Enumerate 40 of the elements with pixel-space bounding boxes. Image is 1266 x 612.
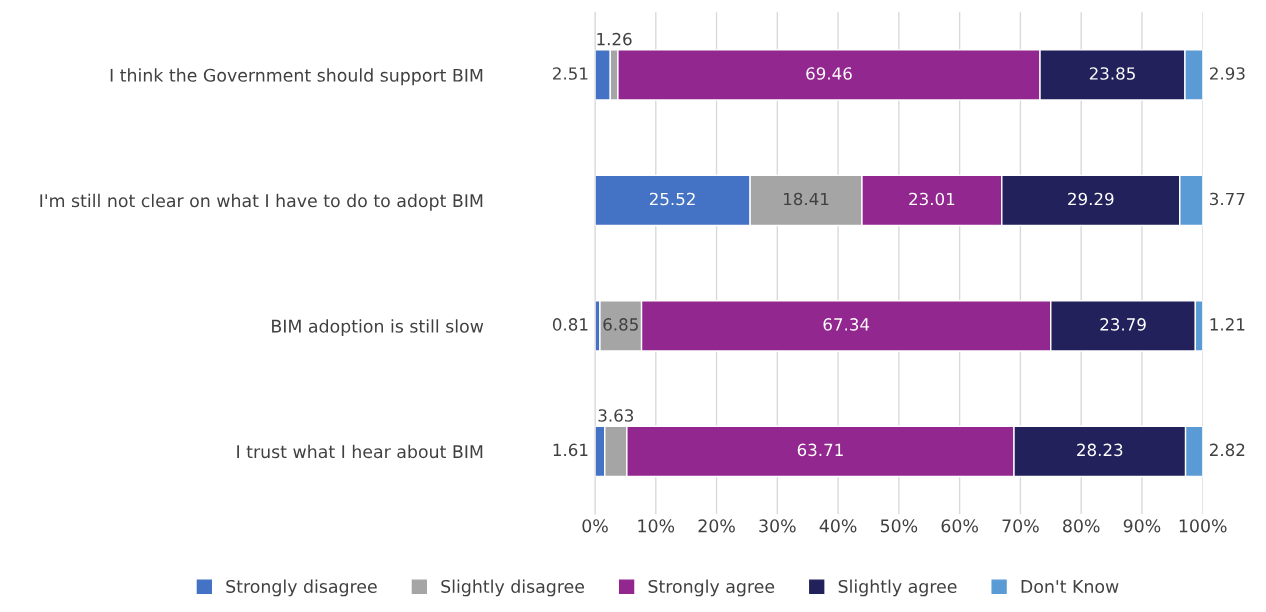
data-label: 3.77	[1210, 192, 1245, 206]
x-tick-label: 80%	[1063, 519, 1100, 533]
legend-label: Strongly agree	[648, 579, 775, 597]
data-label: 29.29	[1068, 192, 1114, 206]
x-tick-label: 0%	[582, 519, 608, 533]
x-tick-label: 100%	[1179, 519, 1227, 533]
data-label: 1.61	[553, 443, 588, 457]
x-tick-label: 70%	[1002, 519, 1039, 533]
data-label: 28.23	[1077, 443, 1123, 457]
x-tick-label: 10%	[638, 519, 675, 533]
y-tick-label: I think the Government should support BIM	[110, 68, 483, 86]
data-label: 3.63	[598, 409, 634, 422]
data-label: 2.82	[1210, 443, 1245, 457]
legend-label: Slightly disagree	[441, 579, 585, 597]
data-label: 6.85	[603, 318, 638, 331]
y-tick-label: I'm still not clear on what I have to do to adopt BIM	[40, 193, 483, 211]
data-label: 18.41	[784, 192, 829, 206]
y-tick-label: BIM adoption is still slow	[272, 319, 484, 337]
data-label: 0.81	[552, 318, 588, 331]
data-label: 63.71	[797, 443, 843, 457]
data-label: 23.01	[909, 192, 955, 206]
data-label: 2.93	[1210, 67, 1245, 80]
x-tick-label: 40%	[819, 519, 857, 533]
legend-label: Strongly disagree	[226, 579, 377, 597]
data-label: 1.21	[1210, 318, 1245, 331]
x-tick-label: 50%	[880, 519, 918, 533]
x-tick-label: 30%	[759, 519, 796, 533]
data-label: 2.51	[553, 67, 588, 80]
data-label: 23.79	[1100, 318, 1146, 331]
legend-label: Don't Know	[1021, 580, 1119, 594]
legend-label: Slightly agree	[838, 579, 957, 597]
data-label: 69.46	[806, 67, 852, 80]
x-tick-label: 90%	[1123, 519, 1161, 533]
y-tick-label: I trust what I hear about BIM	[237, 444, 483, 459]
data-label: 67.34	[823, 318, 870, 331]
data-label: 23.85	[1089, 67, 1135, 80]
x-tick-label: 20%	[698, 519, 735, 533]
data-label: 1.26	[597, 32, 632, 46]
x-tick-label: 60%	[941, 519, 978, 533]
data-label: 25.52	[649, 192, 695, 206]
